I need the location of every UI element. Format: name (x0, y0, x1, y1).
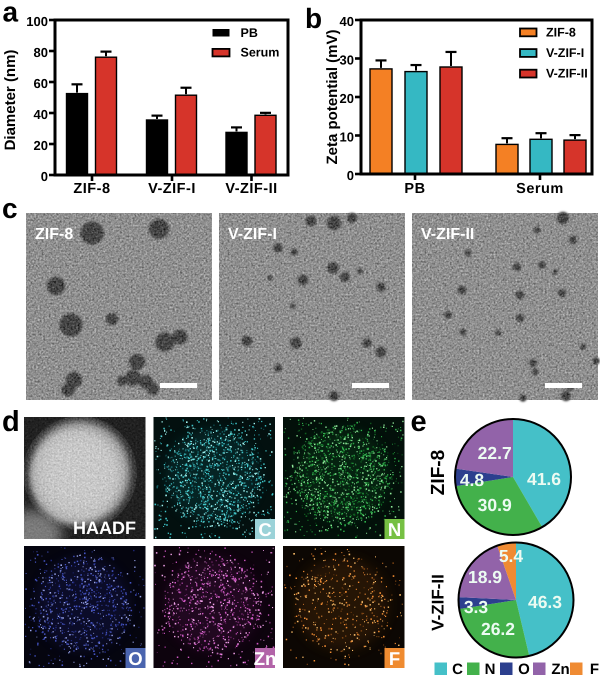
svg-text:0: 0 (41, 169, 48, 184)
svg-text:100: 100 (26, 14, 48, 29)
svg-text:5.4: 5.4 (499, 546, 524, 566)
svg-text:ZIF-8: ZIF-8 (546, 25, 576, 39)
svg-text:41.6: 41.6 (527, 469, 561, 489)
svg-text:C: C (452, 661, 463, 676)
svg-text:ZIF-8: ZIF-8 (73, 181, 110, 197)
svg-text:V-ZIF-I: V-ZIF-I (546, 46, 584, 60)
svg-text:V-ZIF-II: V-ZIF-II (546, 67, 588, 81)
svg-text:ZIF-8: ZIF-8 (35, 226, 73, 243)
svg-text:30.9: 30.9 (478, 495, 512, 515)
svg-text:V-ZIF-I: V-ZIF-I (228, 226, 277, 243)
svg-text:a: a (3, 0, 19, 28)
svg-text:O: O (128, 648, 142, 669)
svg-text:26.2: 26.2 (481, 619, 515, 639)
svg-text:e: e (411, 406, 427, 438)
svg-text:HAADF: HAADF (73, 518, 136, 538)
svg-text:C: C (258, 519, 271, 540)
svg-text:40: 40 (34, 107, 48, 122)
svg-text:Serum: Serum (241, 46, 280, 60)
svg-text:46.3: 46.3 (528, 592, 562, 612)
svg-text:PB: PB (241, 26, 258, 40)
svg-text:PB: PB (404, 181, 425, 197)
svg-text:O: O (518, 661, 530, 676)
svg-text:20: 20 (34, 138, 48, 153)
svg-text:V-ZIF-II: V-ZIF-II (429, 574, 448, 631)
svg-text:d: d (2, 406, 20, 438)
svg-text:22.7: 22.7 (478, 443, 512, 463)
svg-text:ZIF-8: ZIF-8 (428, 450, 449, 495)
svg-text:10: 10 (340, 130, 354, 145)
svg-text:20: 20 (340, 91, 354, 106)
svg-text:Zn: Zn (254, 648, 277, 669)
svg-text:3.3: 3.3 (464, 597, 489, 617)
svg-text:V-ZIF-II: V-ZIF-II (421, 226, 474, 243)
svg-text:4.8: 4.8 (460, 470, 485, 490)
svg-text:F: F (590, 661, 599, 676)
svg-text:V-ZIF-I: V-ZIF-I (148, 181, 196, 197)
svg-text:0: 0 (347, 168, 354, 183)
svg-text:Zn: Zn (551, 661, 569, 676)
svg-text:V-ZIF-II: V-ZIF-II (225, 181, 277, 197)
svg-text:Diameter (nm): Diameter (nm) (2, 50, 19, 151)
svg-text:Zeta potential (mV): Zeta potential (mV) (324, 29, 341, 164)
svg-text:60: 60 (34, 76, 48, 91)
svg-text:c: c (2, 193, 18, 224)
svg-text:40: 40 (340, 14, 354, 29)
svg-text:N: N (388, 519, 401, 540)
svg-text:18.9: 18.9 (468, 567, 502, 587)
svg-text:30: 30 (340, 53, 354, 68)
svg-text:b: b (305, 3, 322, 34)
svg-text:F: F (389, 648, 400, 669)
svg-text:Serum: Serum (516, 181, 564, 197)
svg-text:N: N (485, 661, 496, 676)
svg-text:80: 80 (34, 45, 48, 60)
